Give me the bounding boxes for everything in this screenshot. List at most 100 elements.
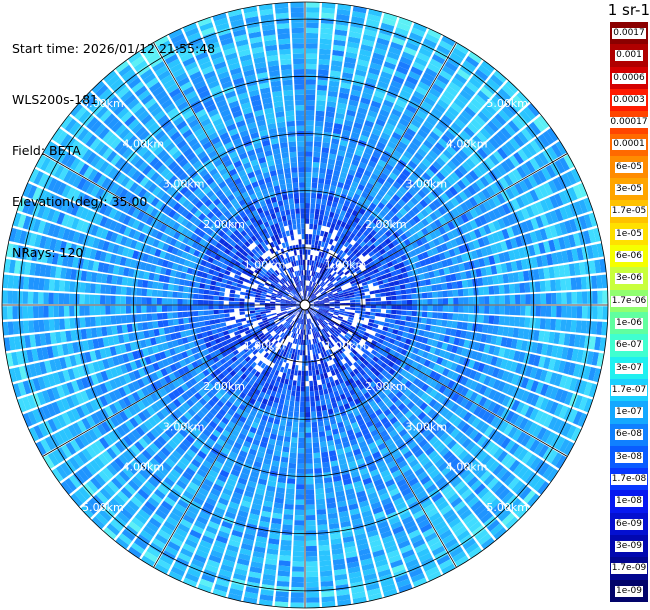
range-gate-cell bbox=[357, 332, 364, 338]
range-gate-cell bbox=[545, 305, 552, 317]
range-gate-cell bbox=[263, 393, 270, 401]
range-gate-cell bbox=[588, 366, 597, 381]
range-gate-cell bbox=[312, 172, 319, 178]
range-gate-cell bbox=[365, 420, 374, 428]
range-gate-cell bbox=[267, 366, 273, 373]
range-gate-cell bbox=[279, 317, 285, 322]
range-gate-cell bbox=[72, 366, 81, 379]
range-gate-cell bbox=[247, 576, 261, 584]
range-gate-cell bbox=[126, 286, 132, 296]
range-gate-cell bbox=[296, 484, 305, 490]
range-gate-cell bbox=[206, 390, 215, 399]
range-gate-cell bbox=[423, 330, 430, 338]
range-gate-cell bbox=[313, 321, 318, 327]
range-gate-cell bbox=[324, 308, 330, 311]
range-gate-cell bbox=[269, 433, 277, 440]
range-gate-cell bbox=[306, 597, 320, 603]
range-gate-cell bbox=[402, 331, 409, 338]
range-gate-cell bbox=[255, 312, 261, 316]
range-gate-cell bbox=[161, 342, 169, 351]
range-gate-cell bbox=[305, 458, 313, 464]
range-gate-cell bbox=[330, 423, 338, 430]
range-gate-cell bbox=[518, 417, 529, 430]
range-gate-cell bbox=[120, 305, 126, 314]
range-gate-cell bbox=[529, 474, 542, 489]
range-gate-cell bbox=[459, 509, 473, 521]
range-gate-cell bbox=[163, 476, 175, 488]
range-gate-cell bbox=[271, 428, 278, 435]
range-gate-cell bbox=[305, 375, 309, 382]
range-gate-cell bbox=[309, 213, 315, 219]
range-gate-cell bbox=[257, 478, 268, 486]
range-gate-cell bbox=[348, 328, 355, 333]
range-gate-cell bbox=[269, 320, 275, 325]
range-gate-cell bbox=[269, 411, 276, 419]
range-gate-cell bbox=[583, 398, 593, 413]
range-gate-cell bbox=[135, 426, 146, 437]
range-gate-cell bbox=[208, 290, 215, 296]
range-gate-cell bbox=[473, 483, 486, 496]
range-gate-cell bbox=[235, 408, 244, 416]
range-gate-cell bbox=[285, 352, 290, 358]
range-gate-cell bbox=[340, 520, 352, 528]
range-gate-cell bbox=[283, 199, 289, 206]
range-gate-cell bbox=[442, 450, 454, 461]
range-gate-cell bbox=[179, 415, 189, 424]
range-gate-cell bbox=[245, 485, 256, 493]
range-gate-cell bbox=[250, 293, 256, 297]
range-gate-cell bbox=[302, 345, 305, 351]
range-gate-cell bbox=[210, 324, 217, 330]
range-gate-cell bbox=[425, 432, 435, 442]
range-gate-cell bbox=[363, 366, 370, 373]
range-gate-cell bbox=[360, 346, 367, 353]
range-gate-cell bbox=[2, 306, 8, 320]
range-gate-cell bbox=[363, 415, 371, 424]
range-gate-cell bbox=[329, 455, 338, 462]
range-gate-cell bbox=[162, 283, 169, 291]
range-gate-cell bbox=[375, 516, 387, 525]
range-gate-cell bbox=[240, 317, 247, 322]
range-gate-cell bbox=[411, 395, 420, 404]
range-gate-cell bbox=[457, 484, 470, 496]
range-gate-cell bbox=[276, 435, 284, 442]
range-gate-cell bbox=[152, 321, 159, 329]
range-gate-cell bbox=[434, 348, 442, 356]
range-gate-cell bbox=[201, 535, 214, 545]
range-gate-cell bbox=[496, 369, 505, 380]
range-gate-cell bbox=[260, 362, 267, 369]
range-gate-cell bbox=[286, 318, 292, 323]
range-gate-cell bbox=[197, 305, 204, 311]
range-gate-cell bbox=[262, 375, 268, 382]
range-gate-cell bbox=[90, 373, 99, 386]
range-gate-cell bbox=[335, 350, 341, 356]
range-gate-cell bbox=[219, 525, 232, 535]
range-gate-cell bbox=[556, 306, 562, 318]
range-gate-cell bbox=[307, 249, 311, 255]
range-gate-cell bbox=[305, 514, 316, 521]
range-gate-cell bbox=[246, 453, 256, 461]
range-gate-cell bbox=[362, 514, 374, 523]
range-gate-cell bbox=[106, 501, 119, 515]
range-gate-cell bbox=[110, 295, 116, 305]
range-gate-cell bbox=[241, 411, 249, 419]
range-gate-cell bbox=[355, 305, 361, 308]
range-gate-cell bbox=[182, 299, 188, 305]
range-gate-cell bbox=[178, 318, 184, 325]
range-gate-cell bbox=[514, 415, 524, 428]
range-gate-cell bbox=[279, 466, 288, 473]
range-gate-cell bbox=[377, 568, 392, 578]
range-gate-cell bbox=[13, 366, 22, 381]
range-gate-cell bbox=[291, 219, 297, 225]
range-gate-cell bbox=[243, 490, 254, 498]
range-gate-cell bbox=[380, 362, 388, 369]
range-gate-cell bbox=[223, 392, 231, 400]
range-gate-cell bbox=[540, 305, 547, 317]
range-gate-cell bbox=[288, 136, 296, 143]
range-gate-cell bbox=[599, 337, 607, 352]
range-gate-cell bbox=[382, 502, 394, 511]
range-gate-cell bbox=[389, 318, 396, 324]
range-gate-cell bbox=[127, 352, 135, 362]
range-gate-cell bbox=[209, 285, 216, 291]
range-gate-cell bbox=[264, 495, 274, 503]
range-gate-cell bbox=[279, 366, 285, 373]
